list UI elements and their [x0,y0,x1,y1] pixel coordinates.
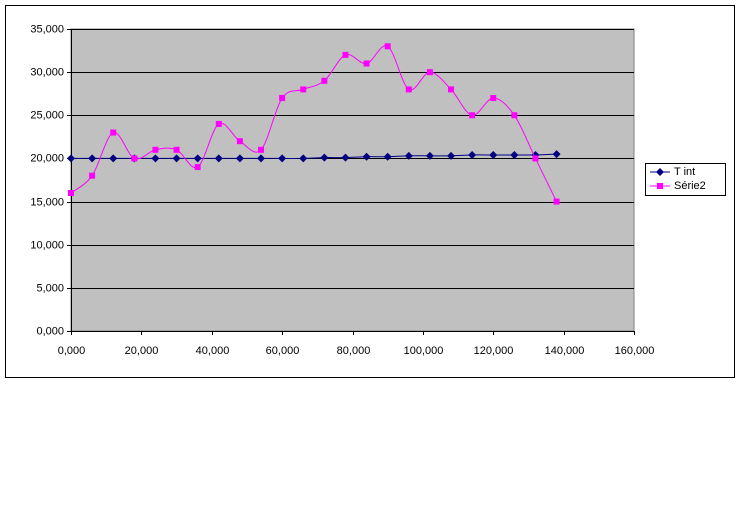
y-tick-label: 30,000 [30,66,64,78]
data-point [384,43,391,50]
y-tick-label: 20,000 [30,152,64,164]
y-tick-label: 15,000 [30,196,64,208]
data-point [299,154,308,163]
data-point [152,146,159,153]
data-point [425,151,434,160]
legend-label: Série2 [674,180,706,192]
data-point [88,154,97,163]
data-point [110,129,117,136]
data-point [151,154,160,163]
y-tick-label: 35,000 [30,23,64,35]
data-point [362,152,371,161]
legend-box [645,163,726,196]
data-point [257,154,266,163]
data-point [109,154,118,163]
x-tick-label: 40,000 [196,345,230,357]
data-point [468,150,477,159]
plot-area [70,28,635,332]
x-tick-label: 60,000 [266,345,300,357]
data-point [342,51,349,58]
y-tick-label: 25,000 [30,109,64,121]
y-tick-label: 0,000 [36,325,64,337]
data-point [235,154,244,163]
data-point [447,151,456,160]
data-point [552,150,561,159]
data-point [214,154,223,163]
data-point [511,112,518,119]
x-tick-label: 80,000 [337,345,371,357]
data-point [278,154,287,163]
data-point [131,155,138,162]
data-point [300,86,307,93]
data-point [490,95,497,102]
data-point [89,172,96,179]
data-point [341,153,350,162]
x-tick-label: 0,000 [58,345,86,357]
data-point [320,153,329,162]
data-point [194,164,201,171]
data-point [236,138,243,145]
x-tick-label: 160,000 [615,345,655,357]
data-point [215,120,222,127]
data-point [363,60,370,67]
data-point [532,155,539,162]
x-tick-label: 120,000 [474,345,514,357]
data-point [426,69,433,76]
legend-marker [657,183,663,189]
data-point [193,154,202,163]
data-point [173,146,180,153]
x-tick-label: 100,000 [404,345,444,357]
data-point [405,86,412,93]
data-point [67,154,75,163]
data-point [553,198,560,205]
x-tick-label: 20,000 [125,345,159,357]
data-point [321,77,328,84]
data-point [489,150,498,159]
data-point [510,150,519,159]
data-point [68,189,74,196]
legend-marker [656,168,664,176]
x-tick-label: 140,000 [545,345,585,357]
data-point [448,86,455,93]
data-point [383,152,392,161]
y-tick-label: 5,000 [36,282,64,294]
y-tick-label: 10,000 [30,239,64,251]
data-point [172,154,181,163]
data-point [469,112,476,119]
legend-label: T int [674,166,695,178]
data-point [404,151,413,160]
data-point [258,146,265,153]
data-point [279,95,286,102]
